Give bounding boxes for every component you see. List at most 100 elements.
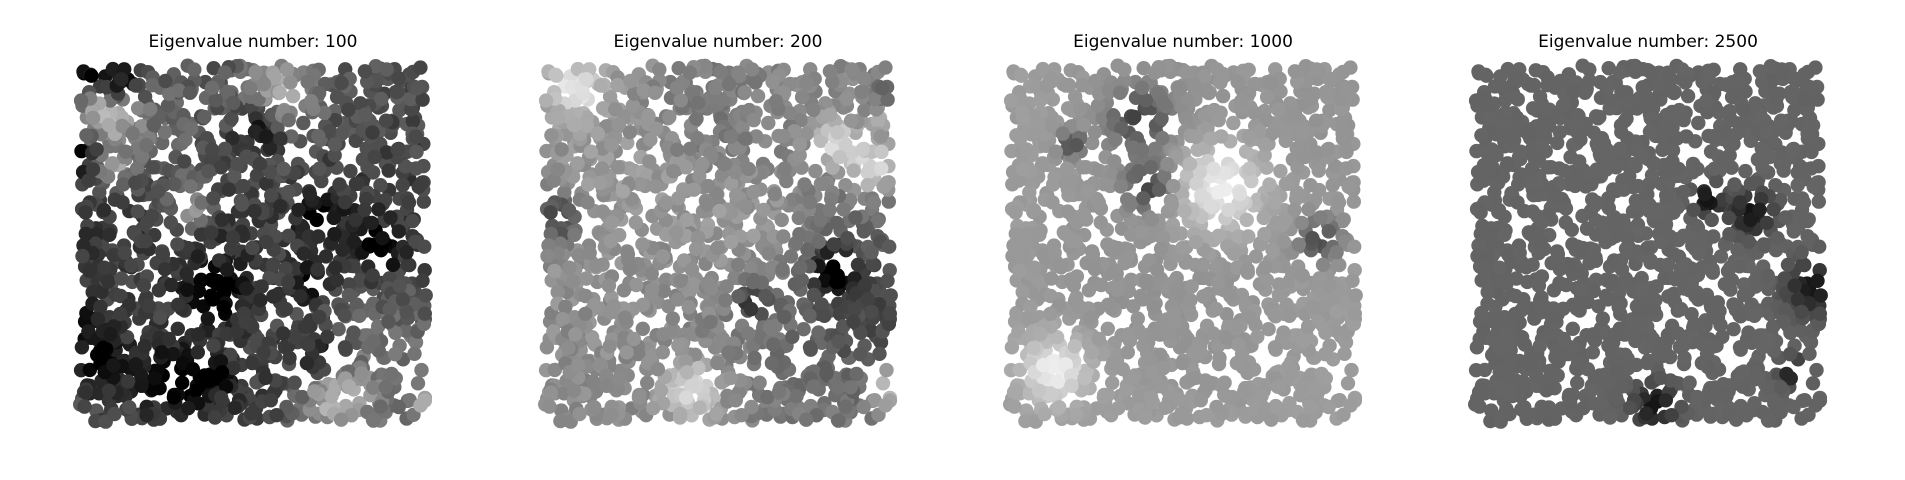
scatter-point [836, 202, 851, 217]
scatter-point [593, 78, 608, 93]
scatter-point [652, 62, 667, 77]
scatter-point [1008, 205, 1023, 220]
scatter-point [383, 210, 398, 225]
scatter-point [865, 257, 880, 272]
scatter-point [76, 238, 91, 253]
scatter-point [1157, 169, 1172, 184]
scatter-point [137, 89, 153, 104]
scatter-point [1085, 247, 1101, 262]
scatter-point [873, 129, 888, 144]
scatter-point [690, 230, 706, 245]
scatter-point [1068, 233, 1083, 249]
scatter-point [830, 125, 845, 140]
scatter-point [1257, 137, 1272, 152]
scatter-point [740, 326, 756, 341]
panel-eigen-200: Eigenvalue number: 200 [518, 0, 918, 480]
scatter-point [561, 340, 576, 356]
scatter-point [679, 212, 695, 227]
scatter-point [329, 89, 345, 105]
scatter-point [1227, 320, 1243, 335]
scatter-point [213, 354, 229, 369]
scatter-point [874, 161, 889, 176]
scatter-point [776, 129, 791, 144]
scatter-point [604, 407, 619, 423]
scatter-point [1208, 261, 1223, 276]
scatter-point [756, 202, 771, 218]
scatter-point [625, 98, 641, 113]
scatter-point [746, 112, 761, 128]
scatter-point [1254, 389, 1269, 404]
scatter-point [1108, 132, 1123, 147]
scatter-point [262, 164, 278, 180]
scatter-point [324, 389, 339, 404]
scatter-point [774, 212, 789, 228]
scatter-point [699, 197, 714, 212]
scatter-point [656, 327, 671, 342]
scatter-point [854, 85, 869, 100]
scatter-point [354, 366, 369, 381]
scatter-point [1199, 408, 1214, 423]
scatter-point [1112, 85, 1128, 100]
scatter-point [610, 381, 625, 397]
scatter-point [1276, 234, 1291, 249]
scatter-point [767, 186, 782, 202]
scatter-point [650, 362, 665, 377]
scatter-point [295, 389, 310, 405]
scatter-point [831, 413, 846, 428]
scatter-point [878, 60, 893, 75]
scatter-point [1271, 277, 1287, 292]
scatter-point [644, 266, 659, 281]
scatter-point [1335, 213, 1350, 229]
scatter-point [794, 272, 810, 288]
scatter-point [1264, 126, 1279, 141]
scatter-point [399, 245, 414, 260]
scatter-point [1184, 279, 1199, 294]
scatter-point [79, 128, 94, 143]
scatter-point [171, 83, 186, 98]
scatter-point [593, 357, 608, 372]
scatter-point [75, 248, 90, 264]
scatter-point [128, 357, 143, 372]
scatter-point [418, 288, 433, 303]
scatter-point [1230, 74, 1245, 90]
scatter-point [1312, 302, 1327, 317]
scatter-point [550, 162, 566, 177]
scatter-point [1196, 289, 1211, 304]
scatter-point [587, 400, 602, 415]
scatter-point [1058, 357, 1073, 372]
scatter-point [227, 169, 242, 184]
scatter-point [1261, 322, 1276, 337]
scatter-point [710, 240, 725, 256]
scatter-point [669, 142, 685, 157]
scatter-point [543, 205, 558, 220]
panel-title: Eigenvalue number: 1000 [1073, 32, 1293, 52]
scatter-point [184, 121, 199, 136]
scatter-point [366, 334, 381, 349]
scatter-point [1221, 202, 1236, 218]
scatter-point [1071, 298, 1087, 314]
scatter-point [1075, 160, 1090, 175]
scatter-point [1294, 215, 1309, 231]
panel-eigen-1000: Eigenvalue number: 1000 [983, 0, 1383, 480]
scatter-point [281, 112, 296, 128]
scatter-point [1325, 292, 1341, 307]
scatter-point [221, 182, 237, 197]
scatter-point [1661, 289, 1676, 304]
scatter-point [349, 297, 364, 312]
scatter-point [1303, 399, 1318, 414]
scatter-point [395, 177, 410, 193]
scatter-point [1305, 231, 1320, 246]
scatter-point [1014, 68, 1029, 83]
scatter-point [595, 204, 610, 219]
scatter-point [1192, 140, 1208, 156]
scatter-point [752, 375, 767, 390]
scatter-point [1113, 179, 1128, 194]
scatter-point [88, 413, 103, 429]
scatter-point [374, 91, 389, 107]
scatter-point [1066, 278, 1082, 293]
scatter-point [610, 78, 625, 93]
scatter-point [630, 346, 646, 362]
scatter-point [197, 109, 212, 125]
scatter-point [580, 195, 595, 210]
scatter-point [1130, 311, 1145, 326]
